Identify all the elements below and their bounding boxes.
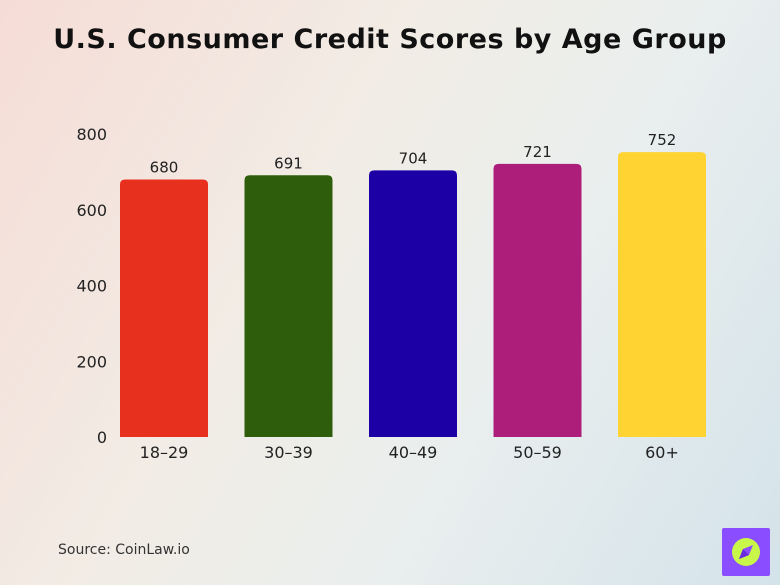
x-tick-label: 60+: [645, 443, 679, 462]
y-tick-label: 600: [76, 201, 107, 220]
bar-value-label: 752: [648, 131, 677, 149]
bar: [369, 170, 457, 438]
coinlaw-logo: [722, 528, 770, 576]
x-tick-label: 50–59: [513, 443, 562, 462]
bar: [120, 179, 208, 437]
y-tick-label: 800: [76, 125, 107, 144]
bar-value-label: 691: [274, 154, 303, 172]
x-tick-label: 18–29: [140, 443, 189, 462]
bar-value-label: 721: [523, 143, 552, 161]
chart-title: U.S. Consumer Credit Scores by Age Group: [53, 24, 727, 55]
x-tick-label: 40–49: [389, 443, 438, 462]
y-tick-label: 400: [76, 277, 107, 296]
bar: [618, 152, 706, 437]
source-note: Source: CoinLaw.io: [58, 542, 190, 558]
bar: [244, 175, 333, 437]
x-tick-label: 30–39: [264, 443, 313, 462]
bar-value-label: 704: [399, 149, 428, 167]
y-tick-label: 200: [76, 352, 107, 371]
compass-icon: [732, 538, 760, 566]
bar: [493, 163, 582, 437]
bar-value-label: 680: [150, 158, 179, 176]
y-tick-label: 0: [97, 428, 107, 447]
